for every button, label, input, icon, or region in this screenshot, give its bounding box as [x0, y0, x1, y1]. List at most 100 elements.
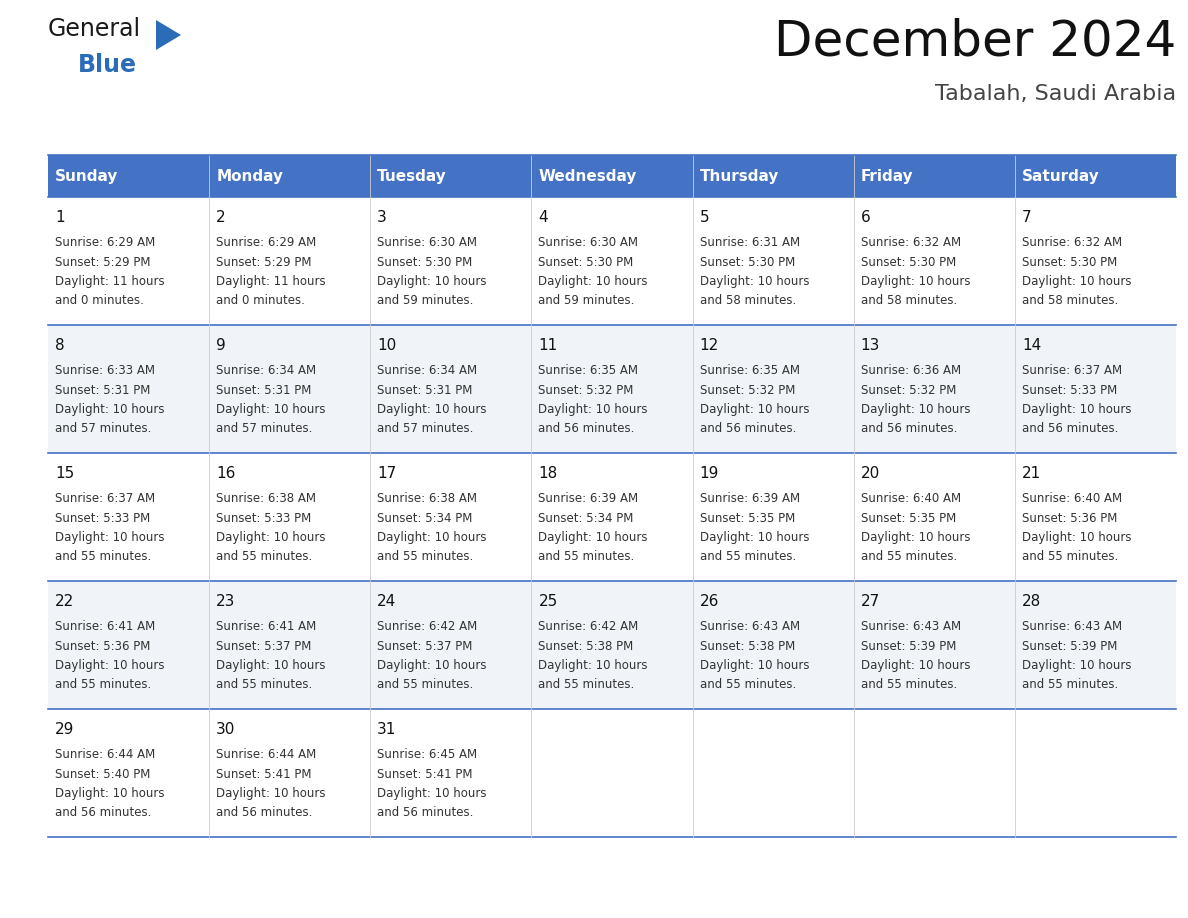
Text: 17: 17 — [378, 466, 397, 481]
Text: and 55 minutes.: and 55 minutes. — [216, 551, 312, 564]
Text: Daylight: 11 hours: Daylight: 11 hours — [55, 275, 165, 288]
Text: 24: 24 — [378, 594, 397, 609]
Text: 30: 30 — [216, 722, 235, 737]
Bar — [371, 155, 531, 197]
Text: Sunrise: 6:42 AM: Sunrise: 6:42 AM — [378, 620, 478, 633]
Text: Sunrise: 6:34 AM: Sunrise: 6:34 AM — [216, 364, 316, 377]
Text: Sunrise: 6:42 AM: Sunrise: 6:42 AM — [538, 620, 639, 633]
Text: Daylight: 10 hours: Daylight: 10 hours — [378, 275, 487, 288]
Text: 10: 10 — [378, 338, 397, 353]
Text: 21: 21 — [1022, 466, 1041, 481]
Text: Daylight: 10 hours: Daylight: 10 hours — [378, 531, 487, 544]
Text: 8: 8 — [55, 338, 64, 353]
Text: Sunset: 5:37 PM: Sunset: 5:37 PM — [216, 640, 311, 653]
Text: 12: 12 — [700, 338, 719, 353]
Text: Daylight: 10 hours: Daylight: 10 hours — [700, 275, 809, 288]
Text: Sunset: 5:31 PM: Sunset: 5:31 PM — [55, 384, 151, 397]
Text: Sunset: 5:38 PM: Sunset: 5:38 PM — [538, 640, 633, 653]
Text: 22: 22 — [55, 594, 74, 609]
Text: Daylight: 10 hours: Daylight: 10 hours — [55, 659, 164, 672]
Text: and 58 minutes.: and 58 minutes. — [861, 295, 958, 308]
Text: Sunset: 5:33 PM: Sunset: 5:33 PM — [1022, 384, 1117, 397]
Text: Sunrise: 6:37 AM: Sunrise: 6:37 AM — [55, 492, 156, 505]
Text: 26: 26 — [700, 594, 719, 609]
Bar — [209, 155, 371, 197]
Text: Daylight: 10 hours: Daylight: 10 hours — [378, 787, 487, 800]
Text: and 56 minutes.: and 56 minutes. — [700, 422, 796, 435]
Text: Sunday: Sunday — [55, 169, 119, 184]
Text: and 55 minutes.: and 55 minutes. — [861, 678, 958, 691]
Text: 19: 19 — [700, 466, 719, 481]
Text: 31: 31 — [378, 722, 397, 737]
Text: Sunrise: 6:39 AM: Sunrise: 6:39 AM — [700, 492, 800, 505]
Text: Daylight: 10 hours: Daylight: 10 hours — [538, 403, 647, 416]
Text: Sunset: 5:35 PM: Sunset: 5:35 PM — [700, 511, 795, 524]
Text: and 55 minutes.: and 55 minutes. — [378, 551, 474, 564]
Text: Sunset: 5:35 PM: Sunset: 5:35 PM — [861, 511, 956, 524]
Text: Daylight: 10 hours: Daylight: 10 hours — [1022, 403, 1131, 416]
Text: Sunrise: 6:29 AM: Sunrise: 6:29 AM — [216, 236, 316, 249]
Text: Daylight: 10 hours: Daylight: 10 hours — [1022, 659, 1131, 672]
Text: and 56 minutes.: and 56 minutes. — [216, 807, 312, 820]
Text: Monday: Monday — [216, 169, 283, 184]
Text: Sunset: 5:29 PM: Sunset: 5:29 PM — [55, 255, 151, 268]
Text: Tabalah, Saudi Arabia: Tabalah, Saudi Arabia — [935, 84, 1176, 104]
Text: and 55 minutes.: and 55 minutes. — [700, 678, 796, 691]
Text: Sunrise: 6:36 AM: Sunrise: 6:36 AM — [861, 364, 961, 377]
Text: Sunrise: 6:37 AM: Sunrise: 6:37 AM — [1022, 364, 1121, 377]
Text: Sunrise: 6:35 AM: Sunrise: 6:35 AM — [700, 364, 800, 377]
Text: Sunset: 5:31 PM: Sunset: 5:31 PM — [216, 384, 311, 397]
Bar — [531, 155, 693, 197]
Text: Daylight: 10 hours: Daylight: 10 hours — [216, 787, 326, 800]
Text: Friday: Friday — [861, 169, 914, 184]
Text: Sunrise: 6:30 AM: Sunrise: 6:30 AM — [538, 236, 638, 249]
Text: Sunrise: 6:44 AM: Sunrise: 6:44 AM — [216, 748, 316, 761]
Text: 25: 25 — [538, 594, 557, 609]
Text: 4: 4 — [538, 210, 548, 225]
Text: Sunset: 5:33 PM: Sunset: 5:33 PM — [55, 511, 150, 524]
Text: 11: 11 — [538, 338, 557, 353]
Bar — [1015, 155, 1176, 197]
Text: Sunset: 5:30 PM: Sunset: 5:30 PM — [861, 255, 956, 268]
Text: Sunrise: 6:41 AM: Sunrise: 6:41 AM — [55, 620, 156, 633]
Text: Sunset: 5:32 PM: Sunset: 5:32 PM — [861, 384, 956, 397]
Text: Sunset: 5:37 PM: Sunset: 5:37 PM — [378, 640, 473, 653]
Text: Sunset: 5:38 PM: Sunset: 5:38 PM — [700, 640, 795, 653]
Text: and 0 minutes.: and 0 minutes. — [55, 295, 144, 308]
Text: Sunset: 5:30 PM: Sunset: 5:30 PM — [700, 255, 795, 268]
Text: 27: 27 — [861, 594, 880, 609]
Text: Daylight: 10 hours: Daylight: 10 hours — [861, 403, 971, 416]
Text: Sunset: 5:32 PM: Sunset: 5:32 PM — [538, 384, 634, 397]
Text: and 0 minutes.: and 0 minutes. — [216, 295, 305, 308]
Text: and 55 minutes.: and 55 minutes. — [216, 678, 312, 691]
Text: Daylight: 10 hours: Daylight: 10 hours — [55, 787, 164, 800]
Text: and 57 minutes.: and 57 minutes. — [216, 422, 312, 435]
Bar — [48, 581, 1176, 709]
Text: December 2024: December 2024 — [773, 17, 1176, 65]
Polygon shape — [156, 20, 181, 50]
Text: Sunrise: 6:31 AM: Sunrise: 6:31 AM — [700, 236, 800, 249]
Text: Daylight: 10 hours: Daylight: 10 hours — [861, 531, 971, 544]
Text: and 57 minutes.: and 57 minutes. — [55, 422, 151, 435]
Text: Sunset: 5:30 PM: Sunset: 5:30 PM — [1022, 255, 1117, 268]
Text: Daylight: 10 hours: Daylight: 10 hours — [216, 659, 326, 672]
Bar — [48, 325, 1176, 453]
Text: Sunset: 5:29 PM: Sunset: 5:29 PM — [216, 255, 311, 268]
Text: Sunrise: 6:32 AM: Sunrise: 6:32 AM — [1022, 236, 1121, 249]
Text: 7: 7 — [1022, 210, 1031, 225]
Text: Daylight: 10 hours: Daylight: 10 hours — [378, 403, 487, 416]
Text: Saturday: Saturday — [1022, 169, 1100, 184]
Text: Sunrise: 6:40 AM: Sunrise: 6:40 AM — [1022, 492, 1121, 505]
Text: and 58 minutes.: and 58 minutes. — [1022, 295, 1118, 308]
Text: 28: 28 — [1022, 594, 1041, 609]
Text: Sunset: 5:36 PM: Sunset: 5:36 PM — [55, 640, 151, 653]
Text: General: General — [48, 17, 141, 41]
Text: Sunrise: 6:33 AM: Sunrise: 6:33 AM — [55, 364, 154, 377]
Text: Sunset: 5:39 PM: Sunset: 5:39 PM — [861, 640, 956, 653]
Text: 29: 29 — [55, 722, 75, 737]
Text: Sunrise: 6:32 AM: Sunrise: 6:32 AM — [861, 236, 961, 249]
Text: Thursday: Thursday — [700, 169, 779, 184]
Text: Daylight: 10 hours: Daylight: 10 hours — [538, 275, 647, 288]
Text: Daylight: 10 hours: Daylight: 10 hours — [216, 403, 326, 416]
Text: 2: 2 — [216, 210, 226, 225]
